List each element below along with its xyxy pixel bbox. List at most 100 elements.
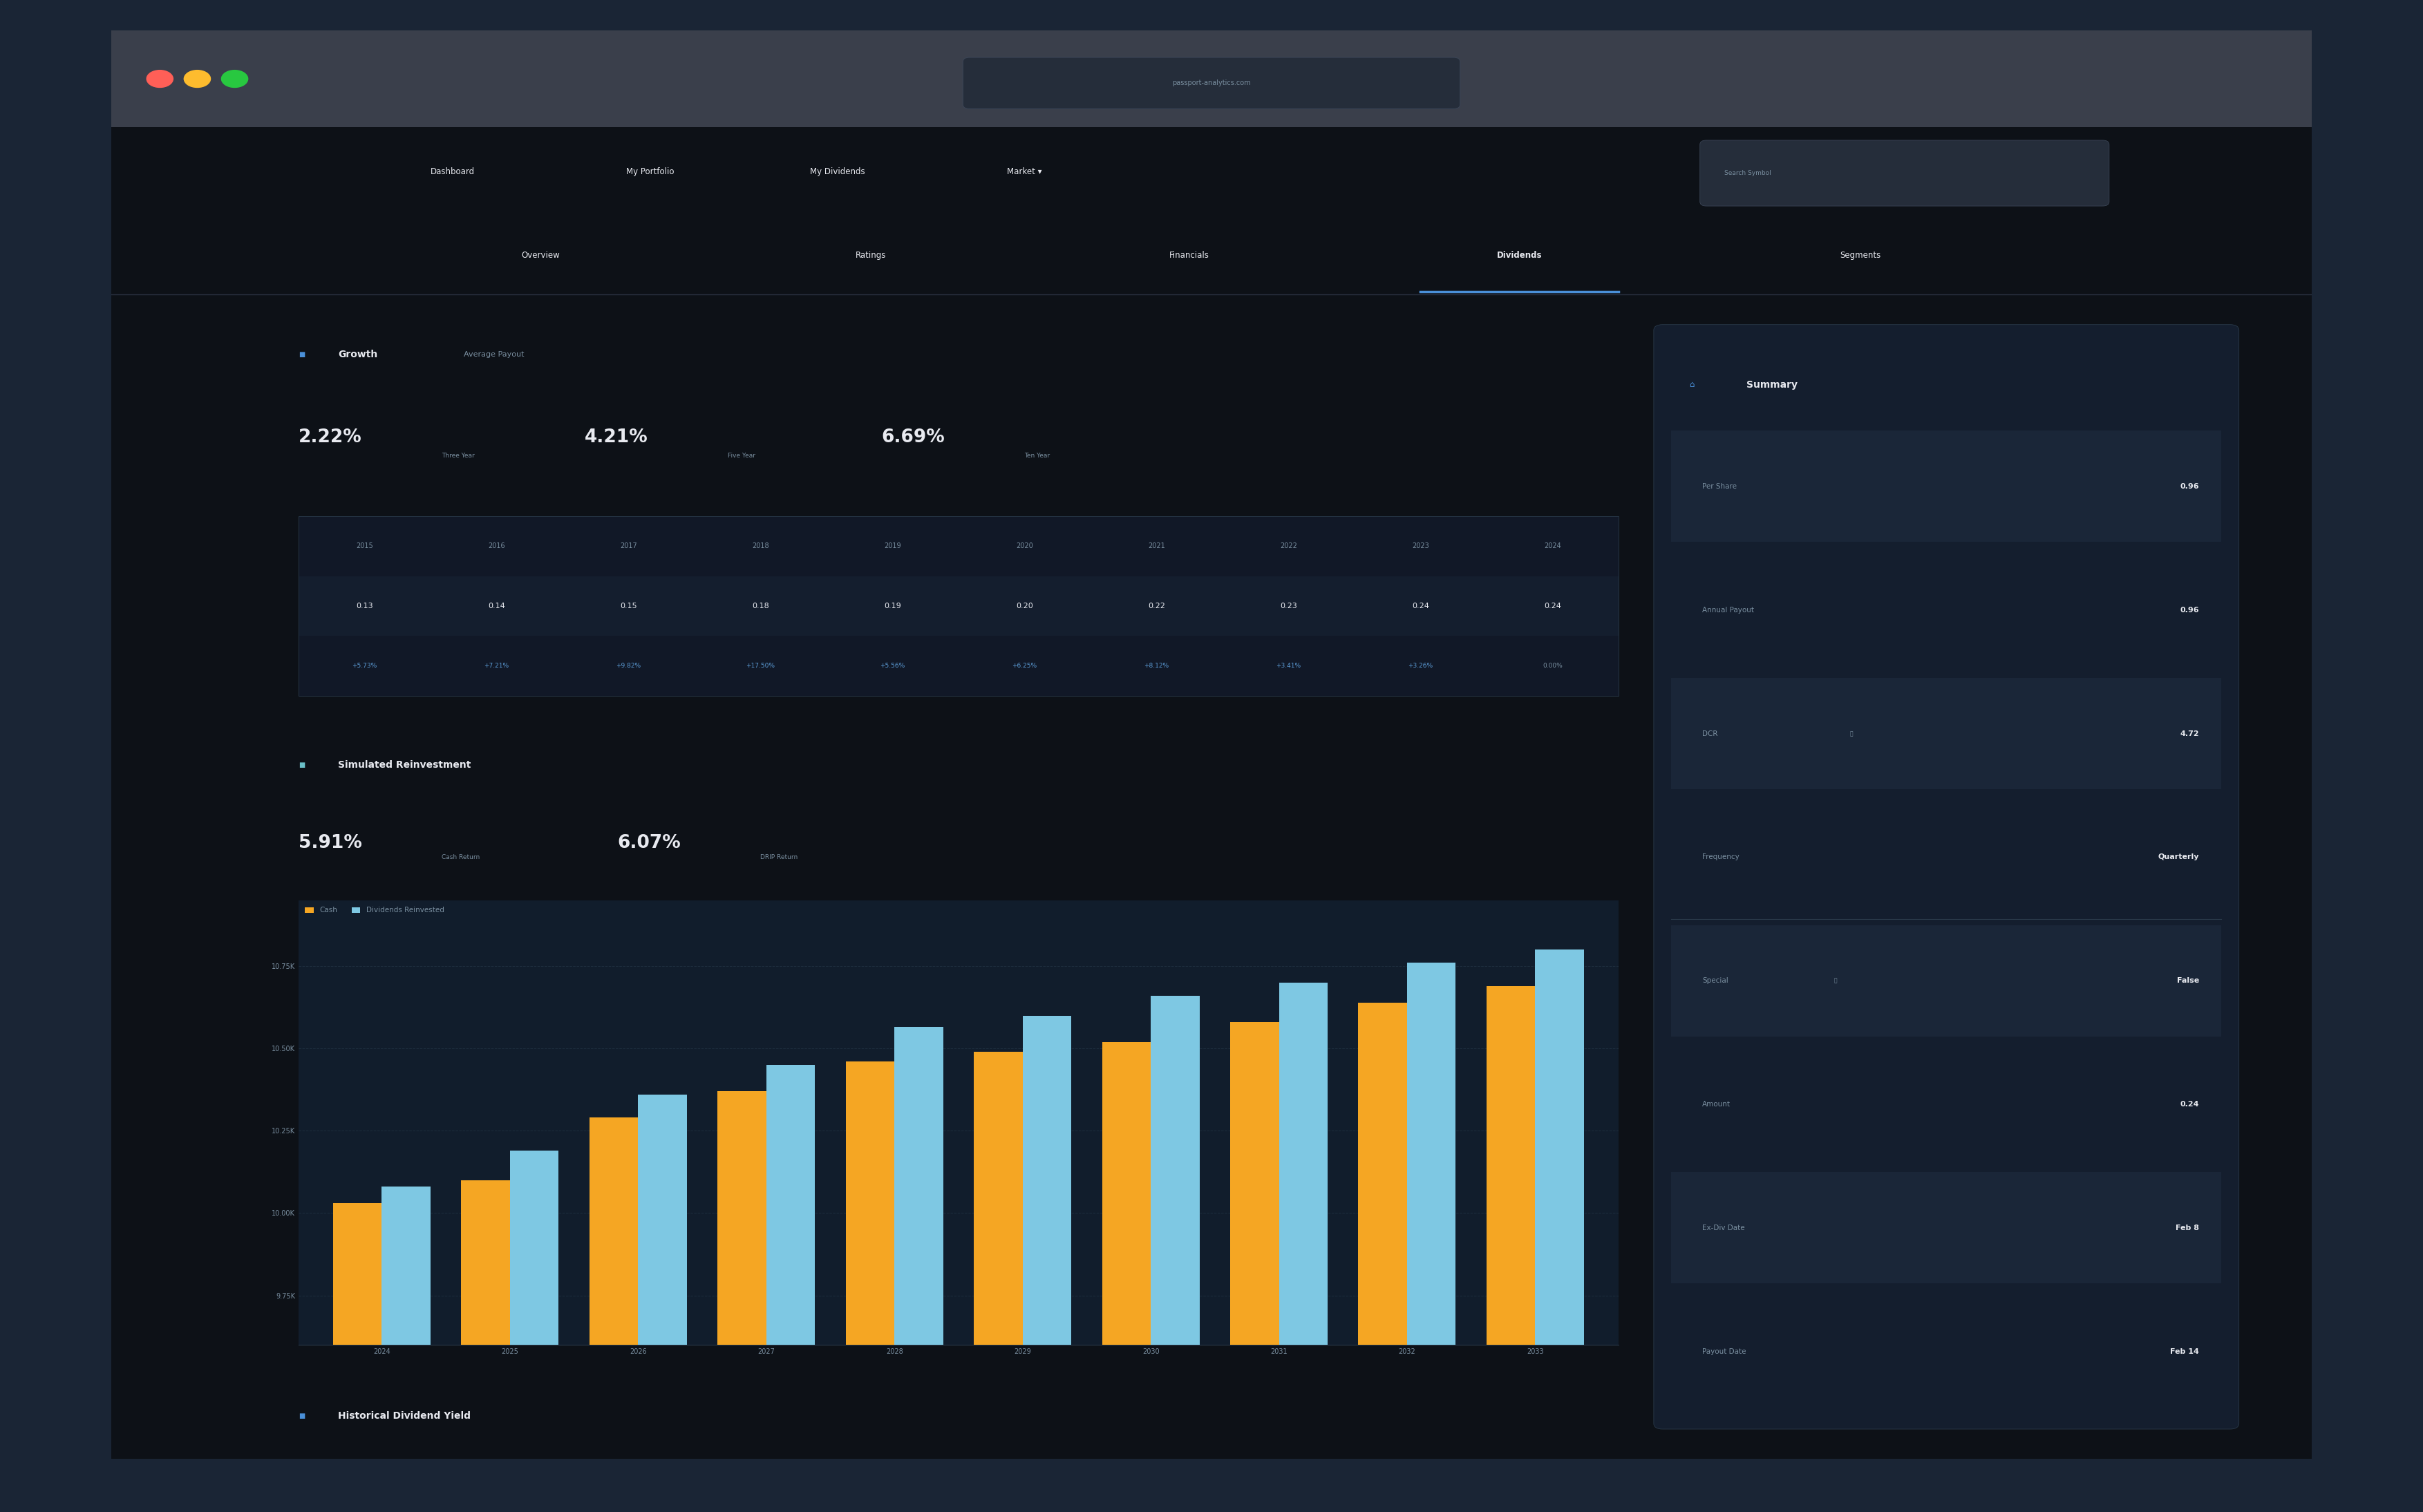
- Bar: [974, 1052, 1023, 1512]
- Text: 2019: 2019: [884, 543, 901, 549]
- Text: 4.21%: 4.21%: [584, 428, 647, 446]
- Text: +3.26%: +3.26%: [1408, 662, 1432, 670]
- Text: 0.24: 0.24: [2181, 1101, 2200, 1108]
- FancyBboxPatch shape: [111, 216, 2312, 295]
- Text: Cash Return: Cash Return: [441, 854, 480, 860]
- Text: 6.07%: 6.07%: [618, 835, 681, 853]
- Circle shape: [148, 70, 172, 88]
- Text: Simulated Reinvestment: Simulated Reinvestment: [339, 761, 470, 770]
- Bar: [1151, 996, 1199, 1512]
- Text: +17.50%: +17.50%: [746, 662, 775, 670]
- Text: 0.20: 0.20: [1015, 603, 1032, 609]
- Text: Financials: Financials: [1170, 251, 1209, 260]
- Bar: [1231, 1022, 1279, 1512]
- FancyBboxPatch shape: [111, 295, 2312, 1459]
- Text: ⌂: ⌂: [1689, 380, 1694, 389]
- Circle shape: [184, 70, 211, 88]
- Text: My Dividends: My Dividends: [809, 168, 865, 177]
- Text: Summary: Summary: [1747, 380, 1798, 390]
- Text: Amount: Amount: [1701, 1101, 1730, 1108]
- FancyBboxPatch shape: [1672, 431, 2222, 541]
- Bar: [383, 1187, 431, 1512]
- Text: Three Year: Three Year: [441, 454, 475, 460]
- Text: DRIP Return: DRIP Return: [761, 854, 797, 860]
- Bar: [1408, 963, 1456, 1512]
- Text: 0.22: 0.22: [1149, 603, 1165, 609]
- Bar: [509, 1151, 560, 1512]
- Text: Quarterly: Quarterly: [2159, 854, 2200, 860]
- Text: 0.96: 0.96: [2181, 482, 2200, 490]
- FancyBboxPatch shape: [298, 516, 1619, 576]
- Text: Feb 8: Feb 8: [2176, 1225, 2200, 1231]
- FancyBboxPatch shape: [298, 576, 1619, 637]
- Bar: [460, 1181, 509, 1512]
- Bar: [766, 1064, 814, 1512]
- Text: 2020: 2020: [1015, 543, 1032, 549]
- Bar: [589, 1117, 637, 1512]
- Text: Average Payout: Average Payout: [463, 351, 523, 358]
- FancyBboxPatch shape: [962, 57, 1461, 109]
- Text: Market ▾: Market ▾: [1008, 168, 1042, 177]
- Text: ⓘ: ⓘ: [1849, 730, 1854, 736]
- Text: 0.24: 0.24: [1543, 603, 1560, 609]
- FancyBboxPatch shape: [111, 1433, 2312, 1459]
- Bar: [1102, 1042, 1151, 1512]
- Text: Special: Special: [1701, 977, 1728, 984]
- Text: 2016: 2016: [487, 543, 504, 549]
- FancyBboxPatch shape: [1672, 925, 2222, 1036]
- Text: 2022: 2022: [1279, 543, 1296, 549]
- Text: +6.25%: +6.25%: [1013, 662, 1037, 670]
- Legend: Cash, Dividends Reinvested: Cash, Dividends Reinvested: [303, 904, 446, 916]
- Text: DCR: DCR: [1701, 730, 1718, 736]
- Bar: [1536, 950, 1585, 1512]
- Bar: [1023, 1016, 1071, 1512]
- Text: Dividends: Dividends: [1497, 251, 1541, 260]
- Bar: [332, 1204, 383, 1512]
- Text: Segments: Segments: [1839, 251, 1880, 260]
- Text: Annual Payout: Annual Payout: [1701, 606, 1754, 614]
- Text: ■: ■: [298, 1412, 305, 1420]
- Text: Ten Year: Ten Year: [1025, 454, 1049, 460]
- FancyBboxPatch shape: [1655, 325, 2239, 1429]
- Text: +3.41%: +3.41%: [1277, 662, 1301, 670]
- Text: 0.23: 0.23: [1279, 603, 1296, 609]
- Text: 2018: 2018: [751, 543, 768, 549]
- Text: 2024: 2024: [1543, 543, 1560, 549]
- Text: 5.91%: 5.91%: [298, 835, 361, 853]
- Text: False: False: [2176, 977, 2200, 984]
- Text: Ex-Div Date: Ex-Div Date: [1701, 1225, 1745, 1231]
- Text: +7.21%: +7.21%: [485, 662, 509, 670]
- Text: 0.14: 0.14: [487, 603, 504, 609]
- FancyBboxPatch shape: [1672, 1172, 2222, 1284]
- Text: 0.00%: 0.00%: [1543, 662, 1563, 670]
- Text: Frequency: Frequency: [1701, 854, 1740, 860]
- Bar: [717, 1092, 766, 1512]
- FancyBboxPatch shape: [111, 127, 2312, 216]
- Text: Ratings: Ratings: [855, 251, 887, 260]
- Text: 0.19: 0.19: [884, 603, 901, 609]
- Text: 4.72: 4.72: [2181, 730, 2200, 736]
- Text: 0.96: 0.96: [2181, 606, 2200, 614]
- FancyBboxPatch shape: [298, 637, 1619, 696]
- FancyBboxPatch shape: [1672, 555, 2222, 665]
- Text: +5.73%: +5.73%: [351, 662, 378, 670]
- Text: Feb 14: Feb 14: [2171, 1349, 2200, 1355]
- FancyBboxPatch shape: [1672, 677, 2222, 789]
- Text: ■: ■: [298, 761, 305, 768]
- Text: 6.69%: 6.69%: [882, 428, 945, 446]
- Text: 2021: 2021: [1149, 543, 1165, 549]
- Text: ⓘ: ⓘ: [1834, 978, 1837, 984]
- Text: Historical Dividend Yield: Historical Dividend Yield: [339, 1411, 470, 1421]
- FancyBboxPatch shape: [1672, 1296, 2222, 1408]
- FancyBboxPatch shape: [111, 30, 2312, 127]
- FancyBboxPatch shape: [1672, 1049, 2222, 1160]
- Text: 0.15: 0.15: [620, 603, 637, 609]
- Text: Payout Date: Payout Date: [1701, 1349, 1747, 1355]
- FancyBboxPatch shape: [1672, 801, 2222, 913]
- Bar: [637, 1095, 686, 1512]
- Bar: [1279, 983, 1328, 1512]
- Text: Overview: Overview: [521, 251, 560, 260]
- Text: +5.56%: +5.56%: [880, 662, 906, 670]
- Text: +9.82%: +9.82%: [615, 662, 642, 670]
- Text: 2023: 2023: [1413, 543, 1430, 549]
